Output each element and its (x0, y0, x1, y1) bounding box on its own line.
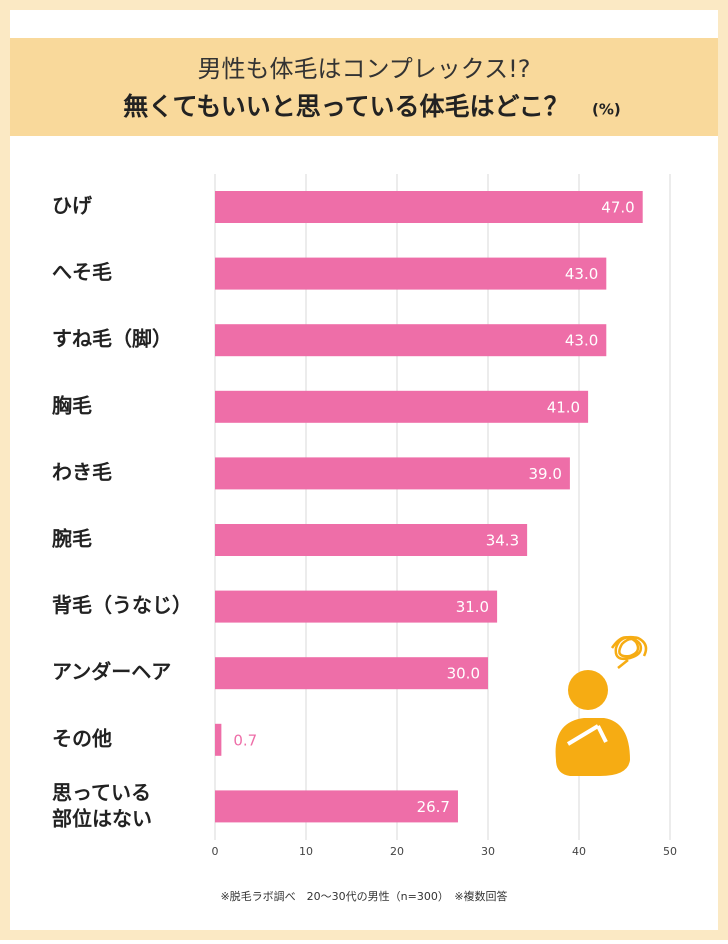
y-tick-label: その他 (52, 726, 112, 750)
y-tick-label: へそ毛 (52, 260, 112, 284)
bar (215, 457, 570, 490)
x-tick-label: 30 (481, 845, 495, 858)
bar (215, 590, 498, 623)
title-band (10, 38, 718, 136)
y-tick-label: わき毛 (52, 460, 112, 484)
y-tick-label: 背毛（うなじ） (52, 593, 192, 617)
bar (215, 657, 488, 690)
bar (215, 524, 528, 556)
y-tick-label: アンダーヘア (52, 660, 171, 684)
y-tick-label: 思っている部位はない (52, 780, 152, 830)
value-label: 26.7 (417, 798, 450, 816)
x-tick-label: 20 (390, 845, 404, 858)
value-label: 43.0 (565, 332, 598, 350)
y-tick-label: 胸毛 (52, 393, 92, 417)
value-label: 43.0 (565, 265, 598, 283)
bar (215, 191, 643, 223)
y-tick-label: すね毛（脚） (52, 327, 172, 351)
value-label: 47.0 (601, 199, 634, 217)
y-tick-label: 腕毛 (51, 527, 92, 551)
x-tick-label: 0 (212, 845, 219, 858)
bar (215, 324, 607, 357)
x-tick-label: 10 (299, 845, 313, 858)
chart-subtitle: 無くてもいいと思っている体毛はどこ？ (123, 92, 569, 121)
value-label: 30.0 (447, 665, 480, 683)
bar (215, 390, 589, 423)
x-tick-label: 40 (572, 845, 586, 858)
y-tick-label: ひげ (52, 194, 93, 218)
chart-title: 男性も体毛はコンプレックス!? (198, 55, 531, 83)
footnote: ※脱毛ラボ調べ 20〜30代の男性（n=300） ※複数回答 (220, 889, 507, 903)
value-label: 0.7 (233, 731, 257, 749)
bar (215, 790, 458, 823)
value-label: 41.0 (547, 398, 580, 416)
plot-area: 0 10 20 30 40 50 ひげ 47.0 へそ毛 43.0 すね毛（脚） 43.0 胸毛 41.0… (51, 174, 677, 858)
bar (215, 723, 222, 756)
value-label: 39.0 (528, 465, 561, 483)
unit-label: (%) (592, 101, 621, 119)
bar (215, 257, 607, 290)
illustration (555, 635, 648, 776)
x-tick-label: 50 (663, 845, 677, 858)
value-label: 31.0 (456, 598, 489, 616)
value-label: 34.3 (486, 532, 519, 550)
